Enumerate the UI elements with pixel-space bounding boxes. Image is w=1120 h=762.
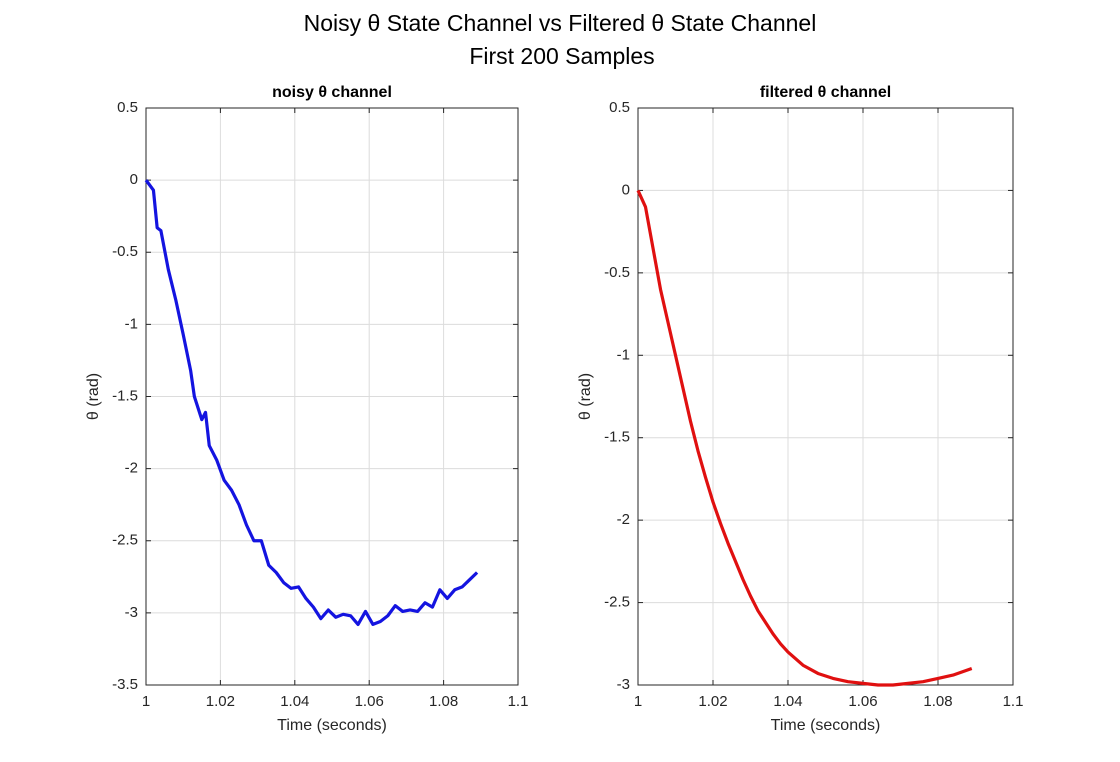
y-axis-label: θ (rad) <box>85 373 102 420</box>
x-tick-label: 1.1 <box>508 693 529 710</box>
y-tick-label: 0 <box>622 181 630 198</box>
axes-box <box>145 107 519 686</box>
y-tick-label: -3 <box>617 676 630 693</box>
x-tick-label: 1.08 <box>923 693 952 710</box>
figure-subtitle: First 200 Samples <box>469 43 654 69</box>
data-line <box>636 189 973 687</box>
plot-area <box>638 108 1013 685</box>
x-tick-label: 1 <box>142 693 150 710</box>
y-tick-label: 0.5 <box>609 99 630 116</box>
x-tick-label: 1.04 <box>280 693 309 710</box>
y-tick-label: 0 <box>130 171 138 188</box>
y-tick-label: -1.5 <box>604 429 630 446</box>
x-tick-label: 1.04 <box>773 693 802 710</box>
y-tick-label: -1.5 <box>112 387 138 404</box>
y-tick-label: -2 <box>125 460 138 477</box>
x-tick-label: 1.1 <box>1003 693 1024 710</box>
x-tick-label: 1.06 <box>848 693 877 710</box>
y-tick-label: -3 <box>125 604 138 621</box>
axes-box <box>637 107 1014 686</box>
axes-title: noisy θ channel <box>272 84 392 101</box>
y-tick-label: -2.5 <box>604 594 630 611</box>
y-tick-label: 0.5 <box>117 99 138 116</box>
y-tick-label: -0.5 <box>112 243 138 260</box>
x-axis-label: Time (seconds) <box>771 717 881 734</box>
y-tick-label: -1 <box>125 315 138 332</box>
y-tick-label: -1 <box>617 346 630 363</box>
y-tick-label: -2 <box>617 511 630 528</box>
x-tick-label: 1.08 <box>429 693 458 710</box>
y-tick-label: -0.5 <box>604 264 630 281</box>
x-tick-label: 1.06 <box>355 693 384 710</box>
data-line <box>144 179 479 627</box>
y-axis-label: θ (rad) <box>577 373 594 420</box>
x-tick-label: 1.02 <box>206 693 235 710</box>
y-tick-label: -2.5 <box>112 532 138 549</box>
x-tick-label: 1.02 <box>698 693 727 710</box>
x-tick-label: 1 <box>634 693 642 710</box>
x-axis-label: Time (seconds) <box>277 717 387 734</box>
y-tick-label: -3.5 <box>112 676 138 693</box>
axes-title: filtered θ channel <box>760 84 891 101</box>
figure-title: Noisy θ State Channel vs Filtered θ Stat… <box>304 10 817 36</box>
